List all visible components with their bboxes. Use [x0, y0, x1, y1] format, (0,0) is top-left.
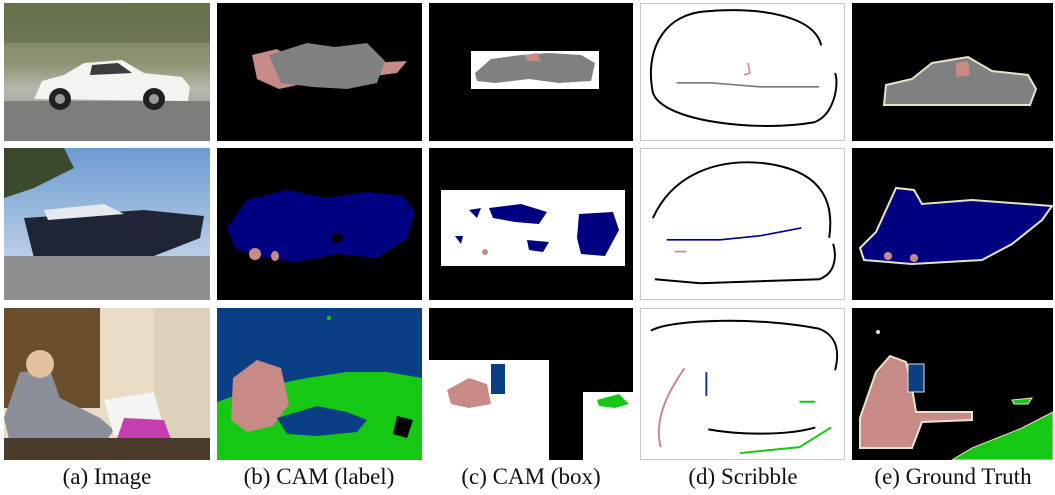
caption-cam-box: (c) CAM (box): [461, 464, 601, 489]
region-person: [859, 354, 973, 449]
cam-label-car: [217, 3, 422, 141]
region-tvmonitor: [907, 363, 925, 393]
region-car: [269, 43, 385, 89]
region-person: [447, 378, 491, 408]
scribble-background: [651, 161, 836, 285]
region-person: [231, 360, 289, 432]
cam-label-living-room: [217, 308, 422, 460]
region-ignore: [876, 330, 880, 334]
caption-image: (a) Image: [62, 464, 152, 489]
region-car: [882, 55, 1038, 106]
scribble-living-room: [640, 308, 845, 460]
caption-cam-label: (b) CAM (label): [243, 464, 395, 489]
cam-label-boat: [217, 148, 422, 300]
cam-box-boat: [429, 148, 633, 300]
region-person: [884, 252, 892, 260]
scribble-background: [650, 319, 839, 435]
scribble-boat: [666, 227, 802, 241]
region-person: [249, 248, 261, 260]
scribble-car: [640, 3, 845, 141]
region-tvmonitor: [277, 406, 367, 436]
scribble-sofa: [739, 400, 832, 455]
region-sofa: [951, 397, 1053, 460]
cam-box-car: [429, 3, 633, 141]
region-person: [525, 53, 541, 61]
region-car: [475, 53, 595, 83]
caption-scribble: (d) Scribble: [688, 464, 798, 489]
photo-boat: [4, 148, 210, 300]
bounding-box: [429, 360, 549, 460]
scribble-boat: [640, 148, 845, 300]
photo-living-room: [4, 308, 210, 460]
scribble-car: [676, 82, 820, 88]
region-boat: [489, 204, 547, 224]
scribble-person: [743, 62, 751, 76]
ground-truth-car: [852, 3, 1053, 141]
ground-truth-living-room: [852, 308, 1053, 460]
ground-truth-boat: [852, 148, 1053, 300]
region-boat: [858, 186, 1053, 266]
region-person: [482, 249, 488, 255]
region-tvmonitor: [491, 364, 505, 394]
region-person: [956, 61, 970, 77]
caption-ground-truth: (e) Ground Truth: [874, 464, 1032, 489]
scribble-person: [657, 367, 686, 448]
cam-box-living-room: [429, 308, 633, 460]
region-sofa: [597, 394, 629, 408]
scribble-background: [649, 9, 838, 127]
region-boat: [227, 190, 415, 262]
photo-car: [4, 3, 210, 141]
